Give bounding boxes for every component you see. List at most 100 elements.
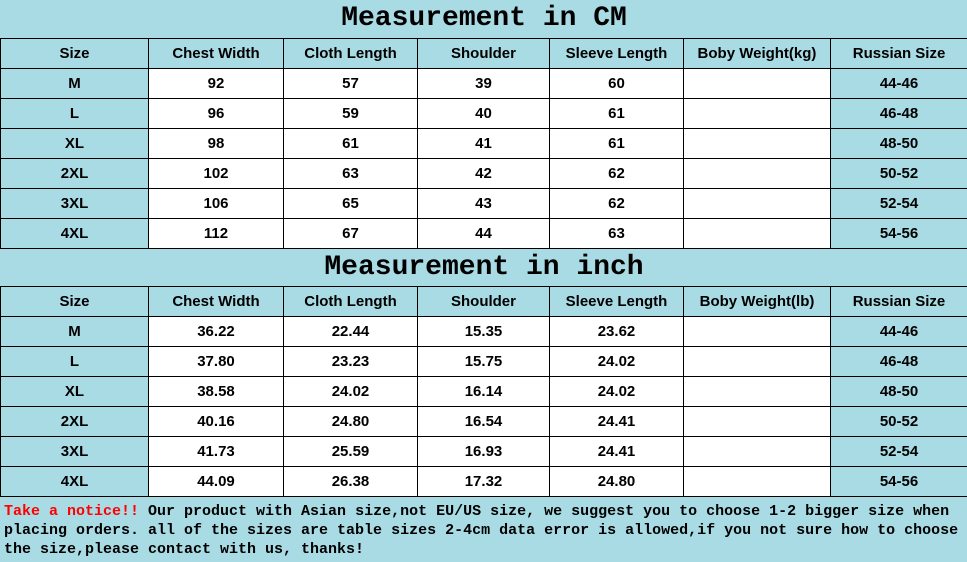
- measurement-cell: 96: [148, 97, 284, 129]
- measurement-cell: 44-46: [829, 67, 967, 99]
- measurement-cell: [683, 127, 831, 159]
- size-label-cell: L: [0, 346, 149, 377]
- column-header: Cloth Length: [283, 37, 418, 69]
- column-header: Sleeve Length: [549, 37, 684, 69]
- column-header: Russian Size: [829, 37, 967, 69]
- size-label-cell: 3XL: [0, 436, 149, 467]
- measurement-cell: 106: [148, 187, 284, 219]
- measurement-cell: [683, 67, 831, 99]
- measurement-cell: 62: [549, 187, 684, 219]
- table-row: M 36.22 22.44 15.35 23.62 44-46: [0, 316, 967, 347]
- cm-header-row: Size Chest Width Cloth Length Shoulder Sleev…: [0, 37, 967, 69]
- measurement-cell: [683, 376, 831, 407]
- measurement-cell: [683, 316, 831, 347]
- size-label-cell: XL: [0, 127, 149, 159]
- measurement-cell: 25.59: [283, 436, 418, 467]
- table-row: 4XL 44.09 26.38 17.32 24.80 54-56: [0, 466, 967, 497]
- column-header: Boby Weight(lb): [683, 286, 831, 317]
- measurement-cell: 16.14: [417, 376, 550, 407]
- inch-table-body: M 36.22 22.44 15.35 23.62 44-46 L 37.80 23.23 15.…: [0, 316, 967, 497]
- table-row: 2XL 102 63 42 62 50-52: [0, 157, 967, 189]
- measurement-cell: [683, 157, 831, 189]
- measurement-cell: 43: [417, 187, 550, 219]
- table-row: 3XL 41.73 25.59 16.93 24.41 52-54: [0, 436, 967, 467]
- size-label-cell: L: [0, 97, 149, 129]
- measurement-cell: [683, 97, 831, 129]
- cm-measurement-table: Measurement in CM Size Chest Width Cloth L…: [0, 0, 967, 249]
- measurement-cell: 17.32: [417, 466, 550, 497]
- measurement-cell: 46-48: [829, 97, 967, 129]
- table-row: L 96 59 40 61 46-48: [0, 97, 967, 129]
- table-row: 3XL 106 65 43 62 52-54: [0, 187, 967, 219]
- table-row: XL 38.58 24.02 16.14 24.02 48-50: [0, 376, 967, 407]
- measurement-cell: 24.80: [283, 406, 418, 437]
- table-row: 4XL 112 67 44 63 54-56: [0, 217, 967, 249]
- measurement-cell: 44: [417, 217, 550, 249]
- size-label-cell: 4XL: [0, 466, 149, 497]
- table-row: 2XL 40.16 24.80 16.54 24.41 50-52: [0, 406, 967, 437]
- measurement-cell: 57: [283, 67, 418, 99]
- measurement-cell: 54-56: [829, 217, 967, 249]
- column-header: Size: [0, 37, 149, 69]
- size-label-cell: M: [0, 316, 149, 347]
- measurement-cell: 23.23: [283, 346, 418, 377]
- measurement-cell: 16.54: [417, 406, 550, 437]
- measurement-cell: 59: [283, 97, 418, 129]
- table-row: XL 98 61 41 61 48-50: [0, 127, 967, 159]
- column-header: Cloth Length: [283, 286, 418, 317]
- measurement-cell: 24.41: [549, 406, 684, 437]
- measurement-cell: 44-46: [830, 316, 967, 347]
- notice-label: Take a notice!!: [4, 503, 140, 520]
- cm-table-body: M 92 57 39 60 44-46 L 96 59 40 61 46-48 XL 98 61 41 61 48…: [0, 67, 967, 249]
- measurement-cell: 38.58: [148, 376, 284, 407]
- measurement-cell: 63: [549, 217, 684, 249]
- inch-table-title: Measurement in inch: [324, 251, 644, 283]
- table-row: M 92 57 39 60 44-46: [0, 67, 967, 99]
- measurement-cell: 62: [549, 157, 684, 189]
- column-header: Shoulder: [417, 286, 550, 317]
- inch-header-row: Size Chest Width Cloth Length Shoulder Sleev…: [0, 286, 967, 317]
- measurement-cell: 102: [148, 157, 284, 189]
- measurement-cell: [683, 217, 831, 249]
- measurement-cell: 40.16: [148, 406, 284, 437]
- measurement-cell: 24.02: [283, 376, 418, 407]
- measurement-cell: 52-54: [830, 436, 967, 467]
- measurement-cell: 92: [148, 67, 284, 99]
- measurement-cell: 52-54: [829, 187, 967, 219]
- measurement-cell: [683, 466, 831, 497]
- column-header: Size: [0, 286, 149, 317]
- measurement-cell: 61: [549, 127, 684, 159]
- measurement-cell: 23.62: [549, 316, 684, 347]
- measurement-cell: 48-50: [829, 127, 967, 159]
- measurement-cell: 98: [148, 127, 284, 159]
- measurement-cell: [683, 406, 831, 437]
- measurement-cell: 61: [283, 127, 418, 159]
- measurement-cell: 16.93: [417, 436, 550, 467]
- measurement-cell: 67: [283, 217, 418, 249]
- size-label-cell: 4XL: [0, 217, 149, 249]
- measurement-cell: 46-48: [830, 346, 967, 377]
- measurement-cell: 63: [283, 157, 418, 189]
- cm-table-title: Measurement in CM: [341, 3, 627, 35]
- measurement-cell: 40: [417, 97, 550, 129]
- notice-bar: Take a notice!! Our product with Asian si…: [0, 497, 967, 559]
- inch-title-row: Measurement in inch: [1, 249, 967, 287]
- size-label-cell: 3XL: [0, 187, 149, 219]
- column-header: Sleeve Length: [549, 286, 684, 317]
- measurement-cell: 65: [283, 187, 418, 219]
- measurement-cell: [683, 436, 831, 467]
- measurement-cell: 24.80: [549, 466, 684, 497]
- size-label-cell: 2XL: [0, 157, 149, 189]
- inch-measurement-table: Measurement in inch Size Chest Width Cloth…: [0, 249, 967, 497]
- measurement-cell: 37.80: [148, 346, 284, 377]
- measurement-cell: 42: [417, 157, 550, 189]
- measurement-cell: 50-52: [829, 157, 967, 189]
- measurement-cell: 41.73: [148, 436, 284, 467]
- measurement-cell: 15.35: [417, 316, 550, 347]
- measurement-cell: 36.22: [148, 316, 284, 347]
- measurement-cell: 44.09: [148, 466, 284, 497]
- measurement-cell: 24.02: [549, 346, 684, 377]
- size-label-cell: XL: [0, 376, 149, 407]
- measurement-cell: 15.75: [417, 346, 550, 377]
